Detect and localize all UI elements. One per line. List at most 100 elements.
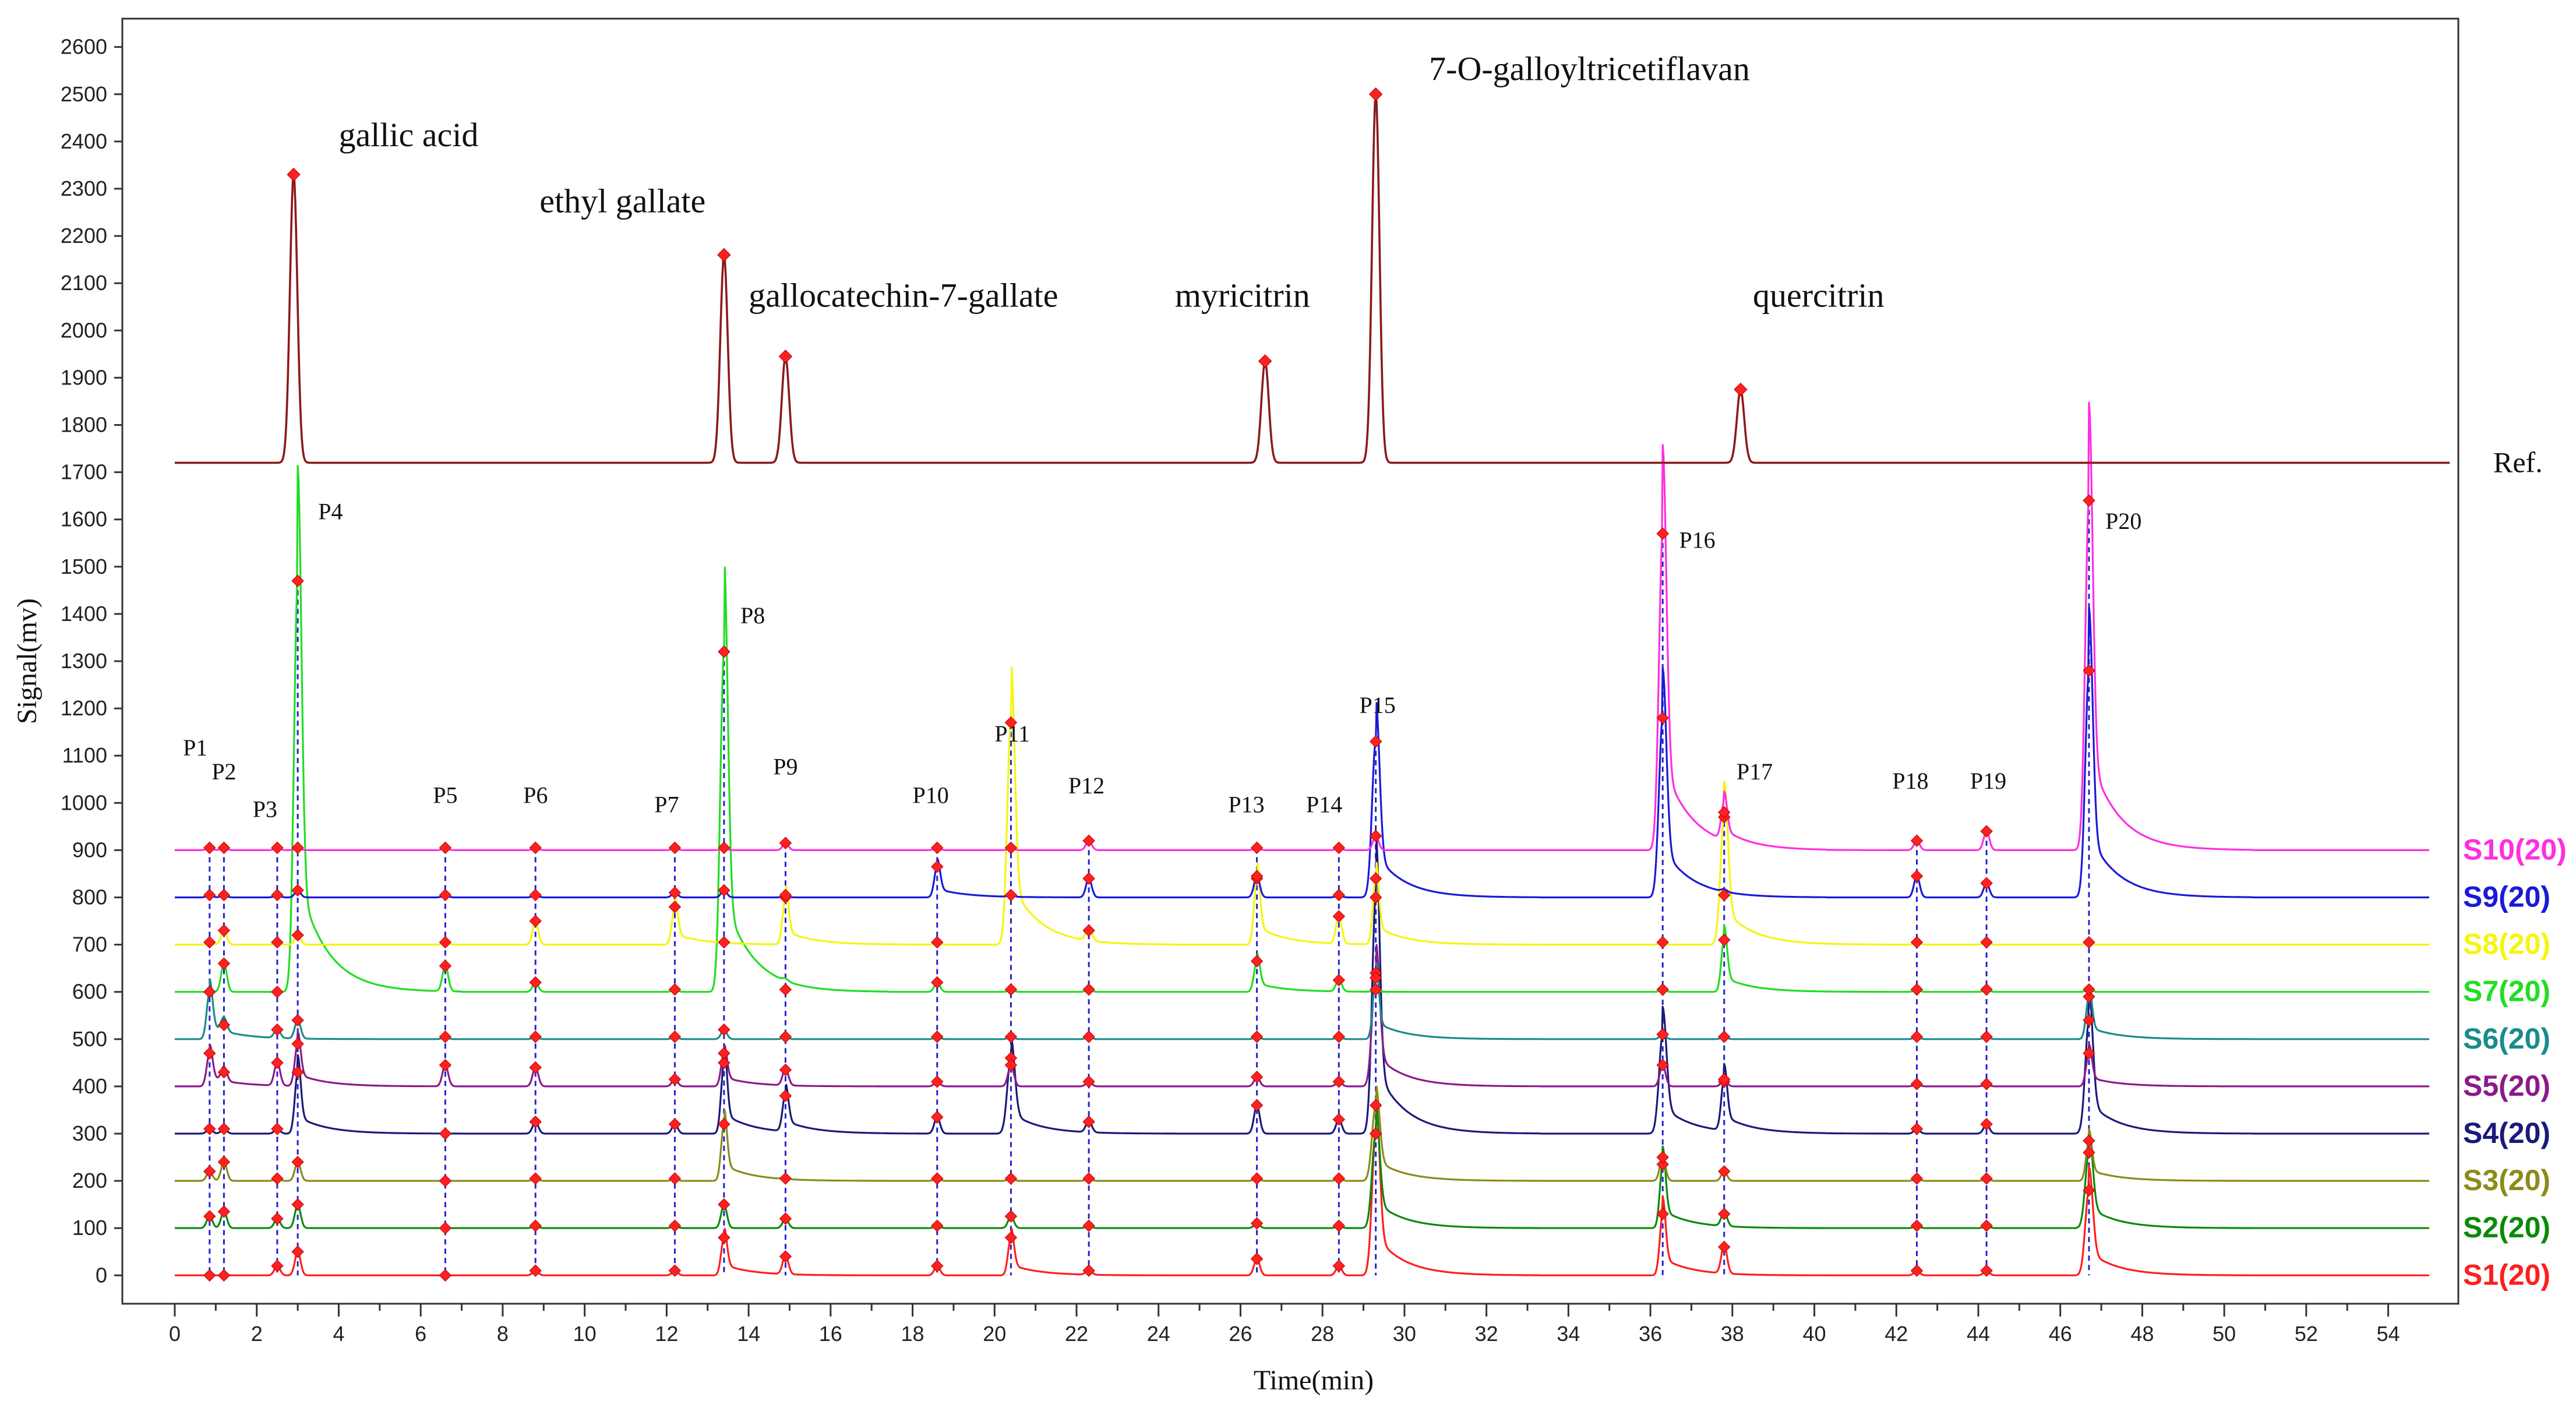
peak-marker <box>779 1212 792 1225</box>
peak-marker <box>718 645 731 658</box>
peak-marker <box>1250 870 1264 883</box>
peak-marker <box>668 901 682 913</box>
peak-marker <box>1910 983 1924 996</box>
peak-label-p3: P3 <box>253 796 277 823</box>
peak-marker <box>2083 1014 2095 1027</box>
peak-marker <box>1004 1031 1018 1043</box>
peak-marker <box>1369 872 1382 885</box>
peak-marker <box>1718 1031 1731 1043</box>
peak-marker <box>931 936 944 949</box>
peak-marker <box>529 976 542 989</box>
peak-marker <box>779 1250 792 1263</box>
y-tick-label: 2100 <box>61 271 107 295</box>
peak-label-p13: P13 <box>1228 792 1264 818</box>
peak-marker <box>1656 1151 1669 1164</box>
y-axis-title: Signal(mv) <box>12 598 43 724</box>
peak-label-p9: P9 <box>773 754 797 780</box>
compound-label: gallic acid <box>338 116 478 154</box>
peak-marker <box>1656 983 1669 996</box>
peak-marker <box>779 983 792 996</box>
peak-marker <box>779 888 792 902</box>
y-tick-label: 1700 <box>61 460 107 484</box>
peak-marker <box>1910 1078 1924 1091</box>
peak-marker <box>718 1231 731 1244</box>
y-tick-label: 2200 <box>61 224 107 248</box>
peak-marker <box>203 986 216 998</box>
y-tick-label: 400 <box>72 1074 107 1098</box>
peak-marker <box>779 1063 792 1077</box>
peak-marker <box>529 888 542 902</box>
reference-peak-marker <box>717 248 731 262</box>
peak-marker <box>291 929 304 942</box>
x-tick-label: 20 <box>983 1322 1006 1346</box>
peak-label-p17: P17 <box>1737 758 1773 785</box>
peak-marker <box>1718 1073 1731 1086</box>
peak-marker <box>668 1264 682 1277</box>
y-tick-label: 1800 <box>61 412 107 436</box>
peak-marker <box>718 1047 731 1060</box>
peak-marker <box>718 1118 731 1131</box>
peak-marker <box>529 1031 542 1043</box>
peak-marker <box>1082 1116 1095 1128</box>
peak-marker <box>439 1269 452 1282</box>
peak-label-p6: P6 <box>523 782 548 808</box>
peak-marker <box>1082 924 1095 937</box>
peak-marker <box>1082 1264 1095 1277</box>
peak-marker <box>217 1205 231 1218</box>
peak-marker <box>1004 1231 1018 1244</box>
peak-marker <box>439 1031 452 1043</box>
peak-marker <box>291 574 304 587</box>
y-tick-label: 1000 <box>61 791 107 814</box>
peak-marker <box>1910 1264 1924 1277</box>
peak-guide-lines <box>209 500 2090 1276</box>
peak-marker <box>1910 834 1924 847</box>
peak-marker <box>1332 1172 1346 1185</box>
peak-marker <box>779 1089 792 1102</box>
y-tick-label: 1600 <box>61 507 107 531</box>
y-axis: 0 100 200 300 400 500 600 700 800 900 1000 1100 1200… <box>61 35 122 1287</box>
peak-marker <box>1910 1031 1924 1043</box>
peak-marker <box>2083 990 2095 1003</box>
peak-marker <box>203 1210 216 1223</box>
peak-marker <box>1980 877 1993 890</box>
peak-marker <box>291 1198 304 1211</box>
peak-marker <box>2083 664 2095 677</box>
peak-marker <box>1250 841 1264 855</box>
peak-marker <box>291 841 304 855</box>
peak-marker <box>1332 841 1346 855</box>
peak-marker <box>217 924 231 937</box>
peak-marker <box>1980 825 1993 838</box>
peak-marker <box>529 915 542 927</box>
peak-marker <box>271 1123 284 1135</box>
peak-marker <box>668 1118 682 1131</box>
x-tick-label: 46 <box>2049 1322 2072 1346</box>
peak-marker <box>931 1259 944 1272</box>
peak-marker <box>1656 1028 1669 1041</box>
y-tick-label: 1900 <box>61 365 107 389</box>
x-tick-label: 8 <box>497 1322 509 1346</box>
peak-label-p10: P10 <box>913 782 949 808</box>
peak-marker <box>271 841 284 855</box>
series-line-s6 <box>174 962 2430 1040</box>
peak-marker <box>1656 1208 1669 1220</box>
peak-marker <box>529 1264 542 1277</box>
peak-marker <box>1082 1075 1095 1088</box>
series-line-s4 <box>174 838 2430 1135</box>
peak-marker <box>1910 936 1924 949</box>
x-tick-label: 52 <box>2295 1322 2318 1346</box>
y-tick-label: 2000 <box>61 318 107 342</box>
compound-label: ethyl gallate <box>539 182 705 220</box>
reference-series: gallic acid ethyl gallate gallocatechin-7-… <box>175 50 2543 478</box>
peak-marker <box>271 936 284 949</box>
peak-marker <box>1910 1219 1924 1232</box>
peak-marker <box>1004 1172 1018 1185</box>
peak-marker <box>1332 1219 1346 1232</box>
x-tick-label: 22 <box>1065 1322 1088 1346</box>
x-tick-label: 36 <box>1639 1322 1662 1346</box>
peak-marker <box>1980 1219 1993 1232</box>
peak-marker <box>217 888 231 902</box>
series-labels: S1(20) S2(20) S3(20) S4(20) S5(20) S6(20) S7(2… <box>2463 833 2567 1291</box>
x-tick-label: 26 <box>1229 1322 1252 1346</box>
peak-marker <box>1332 973 1346 987</box>
